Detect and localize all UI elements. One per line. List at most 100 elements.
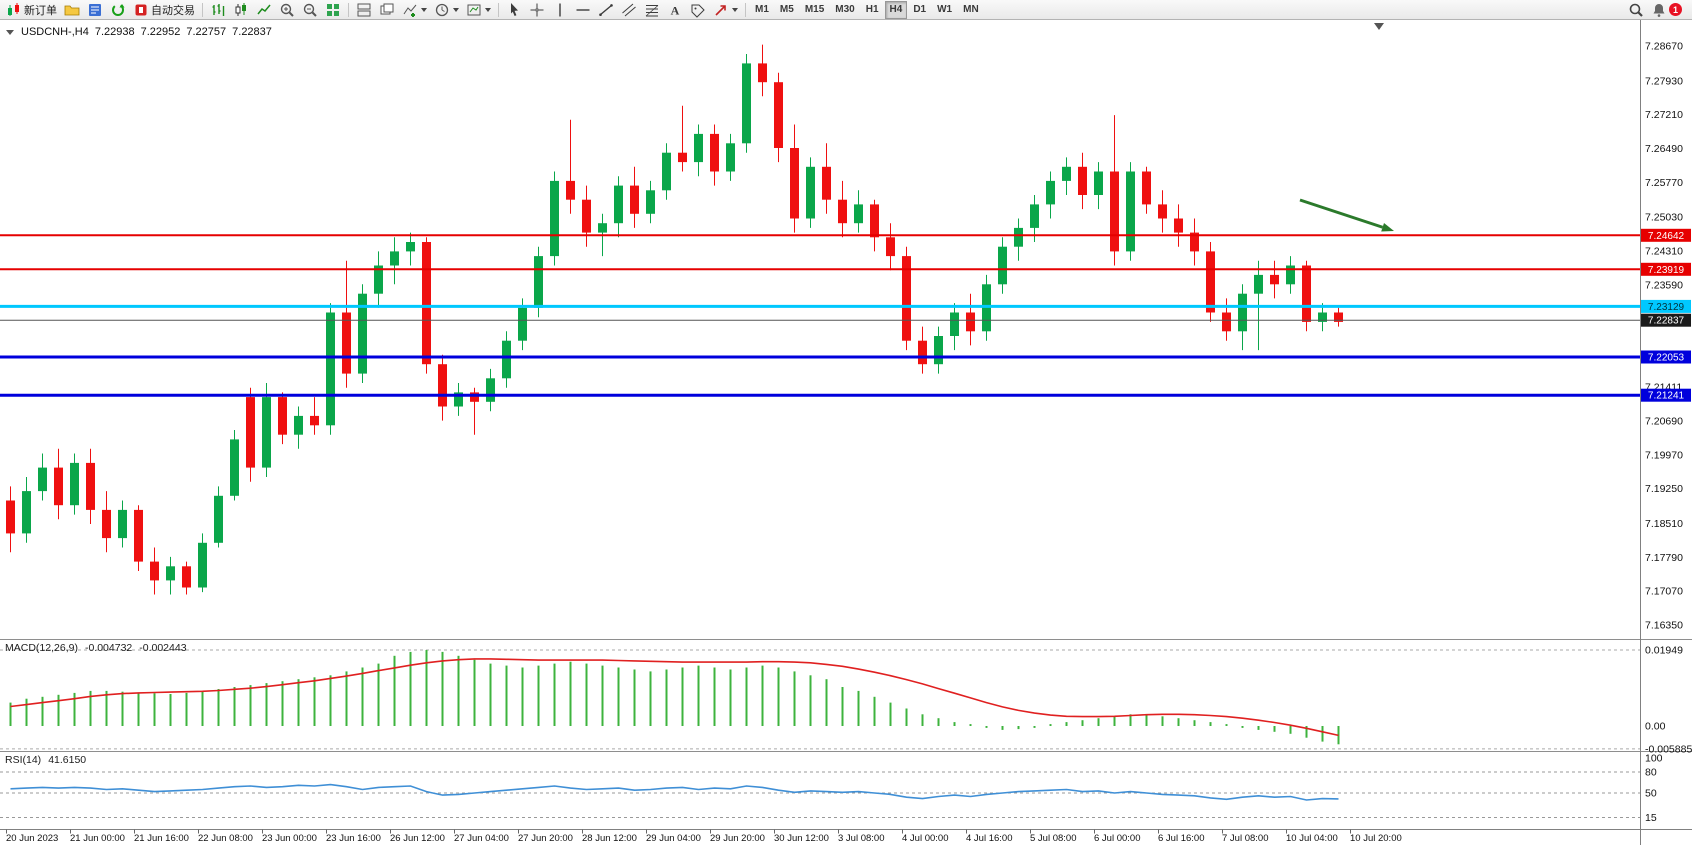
svg-text:-0.005885: -0.005885 bbox=[1645, 743, 1692, 755]
crosshair-button[interactable] bbox=[526, 1, 548, 19]
svg-text:27 Jun 04:00: 27 Jun 04:00 bbox=[454, 833, 509, 844]
arrows-button[interactable] bbox=[710, 1, 741, 19]
chart-shift-marker[interactable] bbox=[1374, 23, 1384, 30]
svg-text:5 Jul 08:00: 5 Jul 08:00 bbox=[1030, 833, 1076, 844]
autotrading-button[interactable]: 自动交易 bbox=[130, 1, 198, 19]
horizontal-line-icon bbox=[576, 8, 590, 11]
vertical-line-button[interactable] bbox=[549, 1, 571, 19]
svg-text:7.19970: 7.19970 bbox=[1645, 449, 1683, 461]
cascade-windows-icon bbox=[380, 3, 394, 14]
ohlc-close: 7.22837 bbox=[232, 26, 272, 38]
svg-text:7.22053: 7.22053 bbox=[1648, 353, 1685, 364]
svg-text:10 Jul 04:00: 10 Jul 04:00 bbox=[1286, 833, 1338, 844]
autotrading-icon bbox=[135, 4, 147, 15]
svg-text:50: 50 bbox=[1645, 788, 1657, 800]
price-badge-7.22837: 7.22837 bbox=[1641, 313, 1691, 327]
symbol-period-label: USDCNH-,H4 bbox=[21, 26, 89, 38]
trendline-button[interactable] bbox=[595, 1, 617, 19]
svg-text:29 Jun 20:00: 29 Jun 20:00 bbox=[710, 833, 765, 844]
timeframe-button-MN[interactable]: MN bbox=[958, 1, 984, 19]
line-chart-button[interactable] bbox=[253, 1, 275, 19]
svg-text:7.23129: 7.23129 bbox=[1648, 302, 1685, 313]
rsi-name: RSI(14) bbox=[5, 754, 42, 766]
toolbar-separator bbox=[498, 2, 499, 17]
trendline-icon bbox=[599, 3, 613, 16]
price-badge-7.24642: 7.24642 bbox=[1641, 228, 1691, 242]
indicators-button[interactable] bbox=[399, 1, 430, 19]
ohlc-open: 7.22938 bbox=[94, 26, 135, 38]
svg-text:7.17070: 7.17070 bbox=[1645, 586, 1683, 598]
bar-chart-button[interactable] bbox=[207, 1, 229, 19]
svg-text:7 Jul 08:00: 7 Jul 08:00 bbox=[1222, 833, 1268, 844]
cascade-windows-button[interactable] bbox=[376, 1, 398, 19]
svg-text:28 Jun 12:00: 28 Jun 12:00 bbox=[582, 833, 637, 844]
svg-text:7.27930: 7.27930 bbox=[1645, 75, 1683, 87]
timeframe-button-M1[interactable]: M1 bbox=[750, 1, 774, 19]
svg-text:6 Jul 00:00: 6 Jul 00:00 bbox=[1094, 833, 1140, 844]
svg-text:100: 100 bbox=[1645, 753, 1663, 765]
chart-window: 7.28670 7.27930 7.27210 7.26490 7.25770 7.250… bbox=[0, 20, 1692, 845]
svg-text:27 Jun 20:00: 27 Jun 20:00 bbox=[518, 833, 573, 844]
profiles-button[interactable] bbox=[61, 1, 83, 19]
ohlc-high: 7.22952 bbox=[140, 26, 181, 38]
price-badge-7.23919: 7.23919 bbox=[1641, 262, 1691, 276]
price-axis[interactable]: 7.28670 7.27930 7.27210 7.26490 7.25770 7.250… bbox=[1641, 41, 1692, 825]
macd-signal-line bbox=[10, 658, 1339, 737]
zoom-in-button[interactable] bbox=[276, 1, 298, 19]
svg-text:7.23919: 7.23919 bbox=[1648, 265, 1685, 276]
timeframe-group: M1 M5 M15 M30 H1 H4 D1 W1 MN bbox=[750, 0, 984, 19]
svg-text:4 Jul 00:00: 4 Jul 00:00 bbox=[902, 833, 948, 844]
macd-histogram bbox=[9, 650, 1340, 745]
time-axis[interactable]: 20 Jun 2023 21 Jun 00:00 21 Jun 16:00 22 Ju… bbox=[6, 829, 1402, 845]
periods-button[interactable] bbox=[431, 1, 462, 19]
timeframe-button-H1[interactable]: H1 bbox=[861, 1, 884, 19]
channel-button[interactable] bbox=[618, 1, 640, 19]
arrange-windows-button[interactable] bbox=[353, 1, 375, 19]
new-order-button[interactable]: 新订单 bbox=[3, 1, 60, 19]
svg-text:7.24310: 7.24310 bbox=[1645, 245, 1683, 257]
svg-text:4 Jul 16:00: 4 Jul 16:00 bbox=[966, 833, 1012, 844]
notifications-button[interactable]: 1 bbox=[1648, 1, 1689, 19]
timeframe-button-M5[interactable]: M5 bbox=[775, 1, 799, 19]
macd-indicator-label: MACD(12,26,9) -0.004732 -0.002443 bbox=[5, 642, 187, 654]
timeframe-button-H4[interactable]: H4 bbox=[884, 0, 908, 19]
templates-icon bbox=[467, 4, 481, 15]
zoom-out-button[interactable] bbox=[299, 1, 321, 19]
svg-text:0.00: 0.00 bbox=[1645, 721, 1666, 733]
trend-arrow-object[interactable] bbox=[1299, 198, 1394, 232]
svg-text:10 Jul 20:00: 10 Jul 20:00 bbox=[1350, 833, 1402, 844]
chart-canvas[interactable]: 7.28670 7.27930 7.27210 7.26490 7.25770 7.250… bbox=[0, 20, 1692, 845]
one-click-trading-toggle[interactable] bbox=[6, 29, 14, 35]
text-button[interactable]: A bbox=[664, 1, 686, 19]
candlestick-chart-button[interactable] bbox=[230, 1, 252, 19]
svg-text:21 Jun 16:00: 21 Jun 16:00 bbox=[134, 833, 189, 844]
svg-text:7.24642: 7.24642 bbox=[1648, 231, 1685, 242]
timeframe-button-M15[interactable]: M15 bbox=[800, 1, 829, 19]
search-button[interactable] bbox=[1625, 1, 1647, 19]
cursor-icon bbox=[511, 2, 518, 16]
svg-text:15: 15 bbox=[1645, 812, 1657, 824]
refresh-icon bbox=[112, 3, 125, 16]
svg-text:7.27210: 7.27210 bbox=[1645, 109, 1683, 121]
label-button[interactable] bbox=[687, 1, 709, 19]
horizontal-line-button[interactable] bbox=[572, 1, 594, 19]
market-watch-icon bbox=[89, 3, 101, 16]
timeframe-button-M30[interactable]: M30 bbox=[830, 1, 859, 19]
refresh-button[interactable] bbox=[107, 1, 129, 19]
cursor-button[interactable] bbox=[503, 1, 525, 19]
fibonacci-button[interactable] bbox=[641, 1, 663, 19]
timeframe-button-W1[interactable]: W1 bbox=[932, 1, 957, 19]
svg-text:80: 80 bbox=[1645, 767, 1657, 779]
tile-windows-button[interactable] bbox=[322, 1, 344, 19]
templates-button[interactable] bbox=[463, 1, 494, 19]
rsi-indicator-label: RSI(14) 41.6150 bbox=[5, 754, 86, 766]
new-order-icon bbox=[8, 2, 19, 16]
channel-icon bbox=[622, 3, 636, 16]
market-watch-button[interactable] bbox=[84, 1, 106, 19]
chevron-down-icon bbox=[732, 7, 738, 12]
svg-text:7.26490: 7.26490 bbox=[1645, 143, 1683, 155]
svg-text:7.19250: 7.19250 bbox=[1645, 483, 1683, 495]
timeframe-button-D1[interactable]: D1 bbox=[908, 1, 931, 19]
svg-text:23 Jun 00:00: 23 Jun 00:00 bbox=[262, 833, 317, 844]
svg-text:23 Jun 16:00: 23 Jun 16:00 bbox=[326, 833, 381, 844]
